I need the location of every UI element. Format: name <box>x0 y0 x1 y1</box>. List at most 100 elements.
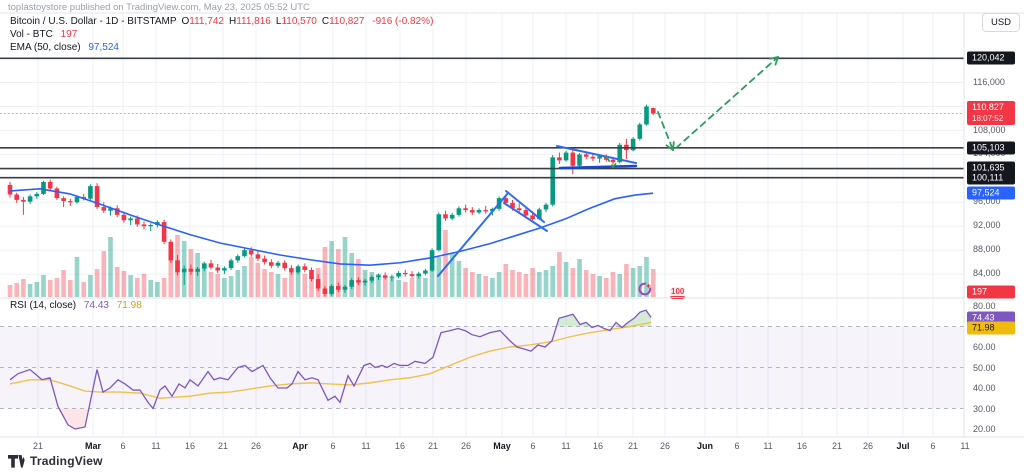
volume-bar <box>262 269 267 297</box>
volume-bar <box>68 280 73 297</box>
rsi-legend-row[interactable]: RSI (14, close) 74.43 71.98 <box>10 300 142 311</box>
time-tick-label: 26 <box>862 441 874 451</box>
price-tick-label: 50.00 <box>971 363 998 373</box>
candle-body <box>449 214 455 219</box>
candle-body <box>21 199 26 202</box>
rsi-indicator-title[interactable]: RSI (14, close) <box>10 300 77 311</box>
candle-body <box>248 250 254 255</box>
volume-bar <box>550 266 555 297</box>
candle-body <box>148 225 153 227</box>
volume-bar <box>610 272 616 297</box>
candle-body <box>470 210 475 213</box>
chart-legend: Bitcoin / U.S. Dollar - 1D - BITSTAMP O11… <box>10 16 433 55</box>
hundred-points-emoji-sticker[interactable]: 100 <box>670 281 686 299</box>
time-tick-label: 16 <box>796 441 808 451</box>
ema-legend-row[interactable]: EMA (50, close) 97,524 <box>10 42 433 54</box>
projection-arrowhead <box>769 56 779 60</box>
candle-body <box>101 207 107 211</box>
candle-body <box>362 280 368 283</box>
volume-bar <box>423 278 428 297</box>
volume-bar <box>61 270 66 297</box>
time-tick-label: 11 <box>361 441 371 451</box>
volume-bar <box>54 278 60 297</box>
volume-bar <box>342 237 348 297</box>
volume-bar <box>590 274 596 297</box>
candle-body <box>202 263 207 269</box>
time-tick-label: 6 <box>330 441 336 451</box>
volume-bar <box>336 249 341 297</box>
candle-body <box>175 260 180 273</box>
candle-body <box>637 124 643 139</box>
candle-body <box>483 210 488 212</box>
candle-body <box>336 286 341 290</box>
ohlc-letter: H <box>228 16 237 27</box>
candle-body <box>429 250 435 271</box>
price-tick-label: 80.00 <box>971 301 998 311</box>
projection-arrowhead <box>672 141 675 151</box>
volume-bar <box>604 278 609 297</box>
ohlc-value: 111,816 <box>236 16 271 27</box>
symbol-title[interactable]: Bitcoin / U.S. Dollar - 1D - BITSTAMP <box>10 16 177 27</box>
projection-apex-mark[interactable] <box>605 155 621 169</box>
volume-bar <box>583 270 589 297</box>
candle-body <box>570 152 576 166</box>
volume-bar <box>349 253 354 297</box>
candle-body <box>121 214 127 221</box>
candle-body <box>68 201 73 203</box>
tradingview-branding[interactable]: TradingView <box>8 454 103 468</box>
candle-body <box>235 256 241 261</box>
ema-indicator-title[interactable]: EMA (50, close) <box>10 42 81 53</box>
time-tick-label: 21 <box>627 441 639 451</box>
flagpole-trendline[interactable] <box>437 192 509 277</box>
volume-bar <box>108 237 113 297</box>
volume-legend-row[interactable]: Vol - BTC 197 <box>10 29 433 41</box>
projection-pullback-path[interactable] <box>657 111 674 151</box>
candle-body <box>503 198 509 203</box>
pennant-bottom-trendline[interactable] <box>558 164 638 170</box>
volume-bar <box>235 270 241 297</box>
candle-body <box>188 268 194 272</box>
candle-body <box>222 268 227 271</box>
volume-bar <box>94 269 100 297</box>
candle-body <box>94 186 100 208</box>
symbol-legend-row[interactable]: Bitcoin / U.S. Dollar - 1D - BITSTAMP O11… <box>10 16 433 28</box>
volume-bar <box>516 272 522 297</box>
time-tick-label: 11 <box>561 441 571 451</box>
volume-bar <box>456 261 462 297</box>
candle-body <box>416 273 421 276</box>
change-value: -916 (-0.82%) <box>372 16 434 27</box>
countdown-timer: 18:07:52 <box>972 114 1004 123</box>
volume-price-badge: 197 <box>967 285 1015 299</box>
time-tick-label: 16 <box>592 441 604 451</box>
flag-top-trendline[interactable] <box>505 190 545 223</box>
candle-body <box>583 154 589 157</box>
currency-unit-button[interactable]: USD <box>982 13 1020 32</box>
volume-indicator-title[interactable]: Vol - BTC <box>10 29 53 40</box>
projection-arrowhead <box>774 56 779 66</box>
time-tick-label: 16 <box>394 441 406 451</box>
volume-bar <box>135 278 140 297</box>
level-price-badge: 100,111 <box>967 171 1015 185</box>
volume-bar <box>242 266 247 297</box>
volume-bar <box>74 257 80 297</box>
publisher-attribution: toplastoystore published on TradingView.… <box>8 2 310 13</box>
flag-bottom-trendline[interactable] <box>503 202 548 232</box>
volume-bar <box>449 253 455 297</box>
pennant-top-trendline[interactable] <box>556 145 637 164</box>
dizzy-emoji-sticker[interactable] <box>637 281 653 297</box>
volume-bar <box>7 285 13 297</box>
ohlc-value: 111,742 <box>189 16 224 27</box>
candle-body <box>523 210 529 216</box>
volume-bar <box>630 268 636 297</box>
volume-bar <box>510 270 515 297</box>
projection-rally-path[interactable] <box>675 56 779 149</box>
candle-body <box>376 275 381 278</box>
candle-body <box>315 278 321 289</box>
candle-body <box>617 144 622 163</box>
volume-bar <box>563 262 569 297</box>
volume-bar <box>114 267 120 297</box>
candle-body <box>409 274 415 276</box>
rsi-overbought-fill <box>556 314 591 327</box>
